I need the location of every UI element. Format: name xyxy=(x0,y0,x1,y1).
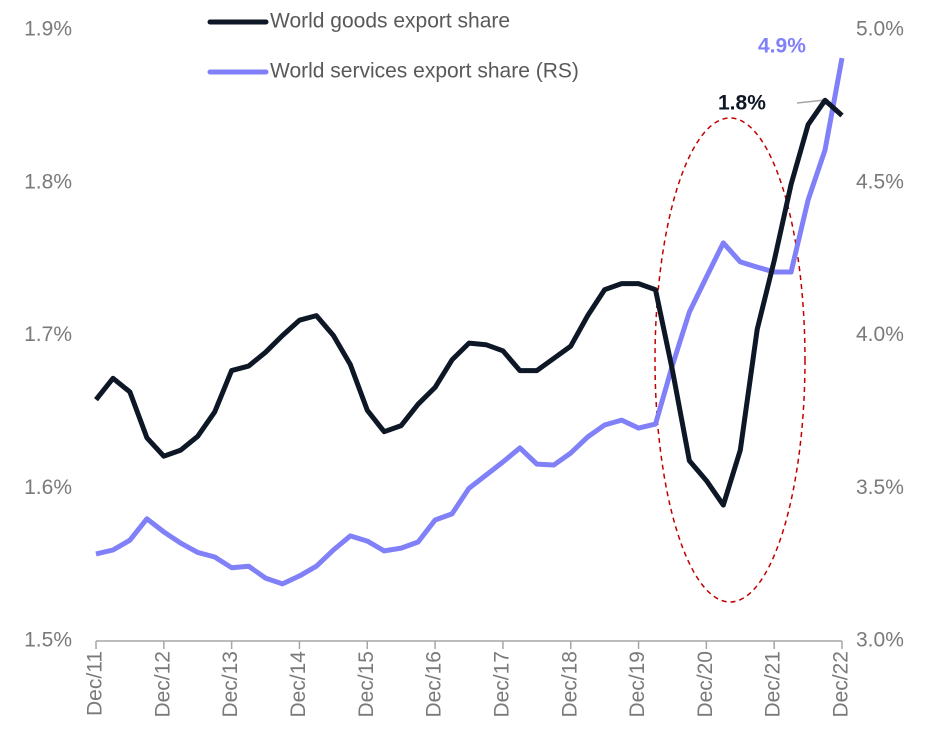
y-tick-label: 1.6% xyxy=(24,476,72,499)
highlight-ellipse xyxy=(654,117,806,603)
x-tick-label: Dec/11 xyxy=(84,651,107,716)
x-tick-label: Dec/13 xyxy=(219,651,242,718)
leader-line xyxy=(796,99,826,104)
x-tick-label: Dec/18 xyxy=(558,651,581,718)
x-tick-label: Dec/21 xyxy=(762,651,785,718)
x-tick-label: Dec/12 xyxy=(151,651,174,718)
x-tick-label: Dec/19 xyxy=(626,651,649,718)
x-tick-label: Dec/15 xyxy=(355,651,378,718)
y2-tick-label: 4.5% xyxy=(856,170,904,193)
y-tick-label: 1.7% xyxy=(24,323,72,346)
y-tick-label: 1.8% xyxy=(24,170,72,193)
x-tick-label: Dec/17 xyxy=(490,651,513,718)
series-line xyxy=(94,97,844,508)
legend-text: World goods export share xyxy=(270,10,510,33)
y2-tick-label: 3.0% xyxy=(856,629,904,652)
y2-tick-label: 4.0% xyxy=(856,323,904,346)
x-tick-label: Dec/16 xyxy=(423,651,446,718)
y-tick-label: 1.9% xyxy=(24,18,72,41)
x-tick-label: Dec/20 xyxy=(694,651,717,718)
annotation: 4.9% xyxy=(758,35,806,58)
y2-tick-label: 5.0% xyxy=(856,18,904,41)
annotation: 1.8% xyxy=(718,92,766,115)
legend-text: World services export share (RS) xyxy=(270,60,579,83)
y2-tick-label: 3.5% xyxy=(856,476,904,499)
x-tick-label: Dec/22 xyxy=(830,651,853,718)
y-tick-label: 1.5% xyxy=(24,629,72,652)
x-tick-label: Dec/14 xyxy=(287,651,310,718)
series-line xyxy=(95,57,845,587)
